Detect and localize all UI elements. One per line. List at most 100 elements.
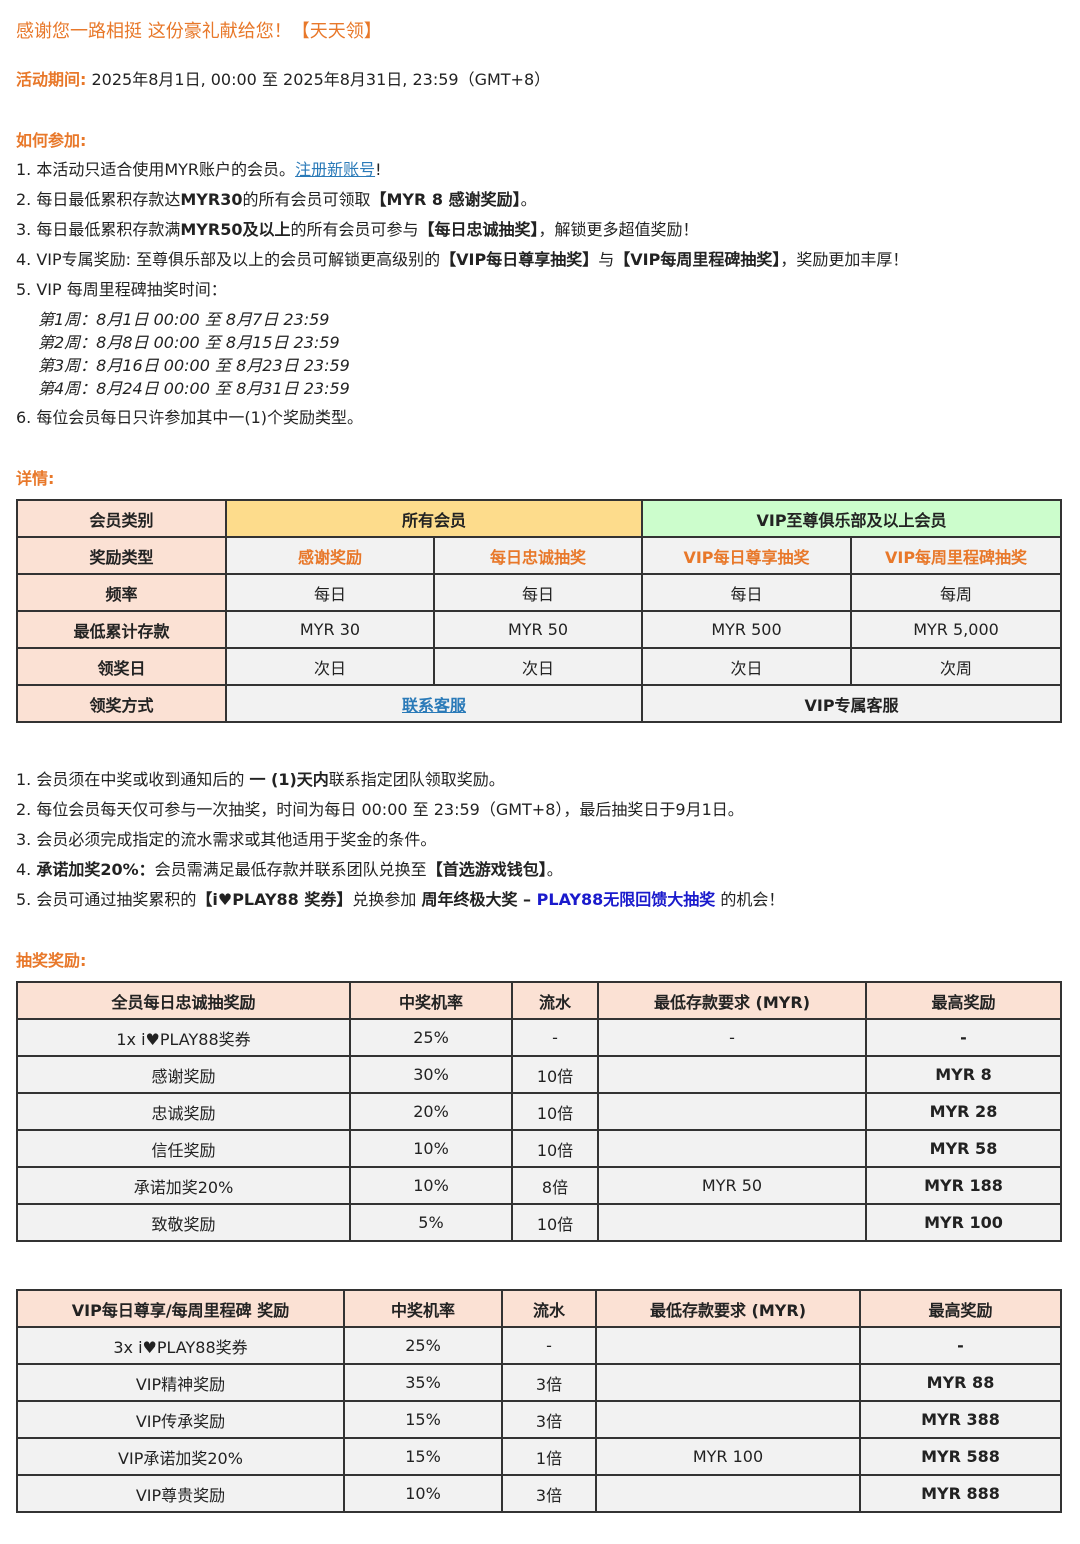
- table-cell: 15%: [343, 1437, 503, 1476]
- table-cell: 10倍: [511, 1203, 599, 1242]
- note-1: 1. 会员须在中奖或收到通知后的 一 (1)天内联系指定团队领取奖励。: [16, 769, 505, 791]
- text-segment: 联系指定团队领取奖励。: [328, 770, 505, 789]
- week-1: 第1周：8月1日 00:00 至 8月7日 23:59: [38, 310, 330, 329]
- text-segment: 5. 会员可通过抽奖累积的: [16, 890, 197, 909]
- text-segment: 【VIP每日尊享抽奖】: [440, 250, 599, 269]
- table-cell: [595, 1326, 861, 1365]
- table-cell: 20%: [349, 1092, 513, 1131]
- column-header: 中奖机率: [349, 981, 513, 1020]
- column-header: 全员每日忠诚抽奖励: [16, 981, 351, 1020]
- table-cell: MYR 388: [859, 1400, 1062, 1439]
- table-cell: [595, 1474, 861, 1513]
- text-segment: MYR 5,000: [850, 610, 1063, 649]
- vip-prize-table: VIP每日尊享/每周里程碑 奖励 中奖机率 流水 最低存款要求 (MYR) 最高奖励 3x…: [16, 1289, 1062, 1513]
- text-segment: 【每日忠诚抽奖】: [418, 220, 539, 239]
- text-segment: 。: [546, 860, 563, 879]
- text-segment: 领奖日: [16, 647, 227, 686]
- text-segment: VIP每周里程碑抽奖: [850, 536, 1063, 575]
- column-header: VIP每日尊享/每周里程碑 奖励: [16, 1289, 345, 1328]
- text-segment: 4.: [16, 860, 37, 879]
- how-heading: 如何参加:: [16, 131, 87, 150]
- text-segment: 3. 每日最低累积存款满: [16, 220, 181, 239]
- text-segment: 每周: [850, 573, 1063, 612]
- register-link[interactable]: 注册新账号: [295, 160, 376, 179]
- table-row: 会员类别 所有会员 VIP至尊俱乐部及以上会员: [16, 499, 1063, 538]
- text-segment: 周年终极大奖 –: [421, 890, 537, 909]
- table-cell: 3倍: [501, 1363, 597, 1402]
- table-cell: MYR 888: [859, 1474, 1062, 1513]
- all-members-header: 所有会员: [224, 499, 644, 538]
- table-row: 感谢奖励 30% 10倍 MYR 8: [16, 1055, 1062, 1094]
- rule-6: 6. 每位会员每日只许参加其中一(1)个奖励类型。: [16, 408, 364, 427]
- week-3: 第3周：8月16日 00:00 至 8月23日 23:59: [38, 356, 350, 375]
- rule-4: 4. VIP专属奖励: 至尊俱乐部及以上的会员可解锁更高级别的【VIP每日尊享抽…: [16, 249, 908, 271]
- table-cell: [597, 1129, 867, 1168]
- contact-support-link[interactable]: 联系客服: [402, 695, 467, 715]
- rule-text: !: [375, 160, 382, 179]
- table-cell: 忠诚奖励: [16, 1092, 351, 1131]
- table-cell: 10倍: [511, 1129, 599, 1168]
- text-segment: 1. 会员须在中奖或收到通知后的: [16, 770, 250, 789]
- text-segment: 次日: [641, 647, 853, 686]
- text-segment: 领奖方式: [16, 684, 227, 723]
- table-cell: 30%: [349, 1055, 513, 1094]
- text-segment: 联系客服: [224, 684, 644, 723]
- text-segment: 每日: [225, 573, 435, 612]
- table-cell: VIP尊贵奖励: [16, 1474, 345, 1513]
- text-segment: 次日: [432, 647, 644, 686]
- table-cell: -: [511, 1018, 599, 1057]
- text-segment: 奖励类型: [16, 536, 227, 575]
- text-segment: 兑换参加: [352, 890, 422, 909]
- table-cell: 10倍: [511, 1092, 599, 1131]
- table-cell: VIP精神奖励: [16, 1363, 345, 1402]
- page-title: 感谢您一路相挺 这份豪礼献给您！【天天领】: [16, 21, 382, 42]
- text-segment: MYR30: [180, 190, 243, 209]
- prizes-heading: 抽奖奖励:: [16, 951, 87, 970]
- table-cell: -: [501, 1326, 597, 1365]
- table-cell: 感谢奖励: [16, 1055, 351, 1094]
- table-cell: MYR 100: [865, 1203, 1062, 1242]
- table-header-row: VIP每日尊享/每周里程碑 奖励 中奖机率 流水 最低存款要求 (MYR) 最高奖励: [16, 1289, 1062, 1328]
- table-cell: MYR 188: [865, 1166, 1062, 1205]
- table-row: 1x i♥PLAY88奖券 25% - - -: [16, 1018, 1062, 1057]
- table-cell: MYR 28: [865, 1092, 1062, 1131]
- text-segment: 【i♥PLAY88 奖券】: [196, 890, 353, 909]
- table-row: VIP传承奖励 15% 3倍 MYR 388: [16, 1400, 1062, 1439]
- table-cell: MYR 588: [859, 1437, 1062, 1476]
- text-segment: VIP每日尊享抽奖: [641, 536, 853, 575]
- text-segment: 承诺加奖20%：: [36, 860, 155, 879]
- table-cell: 承诺加奖20%: [16, 1166, 351, 1205]
- table-cell: 8倍: [511, 1166, 599, 1205]
- table-cell: MYR 88: [859, 1363, 1062, 1402]
- table-cell: -: [597, 1018, 867, 1057]
- table-row: 最低累计存款 MYR 30 MYR 50 MYR 500 MYR 5,000: [16, 610, 1063, 649]
- column-header: 中奖机率: [343, 1289, 503, 1328]
- week-2: 第2周：8月8日 00:00 至 8月15日 23:59: [38, 333, 340, 352]
- table-cell: MYR 8: [865, 1055, 1062, 1094]
- table-row: 承诺加奖20% 10% 8倍 MYR 50 MYR 188: [16, 1166, 1062, 1205]
- column-header: 流水: [511, 981, 599, 1020]
- table-cell: 10%: [349, 1166, 513, 1205]
- table-cell: [595, 1400, 861, 1439]
- table-cell: MYR 50: [597, 1166, 867, 1205]
- column-header: 最高奖励: [865, 981, 1062, 1020]
- text-segment: 【MYR 8 感谢奖励】: [370, 190, 521, 209]
- table-row: 信任奖励 10% 10倍 MYR 58: [16, 1129, 1062, 1168]
- table-cell: VIP承诺加奖20%: [16, 1437, 345, 1476]
- rule-1: 1. 本活动只适合使用MYR账户的会员。注册新账号!: [16, 159, 382, 181]
- text-segment: 次日: [225, 647, 435, 686]
- table-row: 3x i♥PLAY88奖券 25% - -: [16, 1326, 1062, 1365]
- table-cell: 3x i♥PLAY88奖券: [16, 1326, 345, 1365]
- table-cell: -: [859, 1326, 1062, 1365]
- period-label: 活动期间:: [16, 70, 87, 89]
- table-row: VIP尊贵奖励 10% 3倍 MYR 888: [16, 1474, 1062, 1513]
- table-cell: [597, 1055, 867, 1094]
- daily-prize-table: 全员每日忠诚抽奖励 中奖机率 流水 最低存款要求 (MYR) 最高奖励 1x i♥PLAY…: [16, 981, 1062, 1242]
- column-header: 最低存款要求 (MYR): [597, 981, 867, 1020]
- period-value: 2025年8月1日, 00:00 至 2025年8月31日, 23:59（GMT…: [86, 70, 551, 89]
- table-cell: 1x i♥PLAY88奖券: [16, 1018, 351, 1057]
- text-segment: 的机会！: [715, 890, 785, 909]
- text-segment: MYR 30: [225, 610, 435, 649]
- rule-3: 3. 每日最低累积存款满MYR50及以上的所有会员可参与【每日忠诚抽奖】，解锁更…: [16, 219, 699, 241]
- table-row: 致敬奖励 5% 10倍 MYR 100: [16, 1203, 1062, 1242]
